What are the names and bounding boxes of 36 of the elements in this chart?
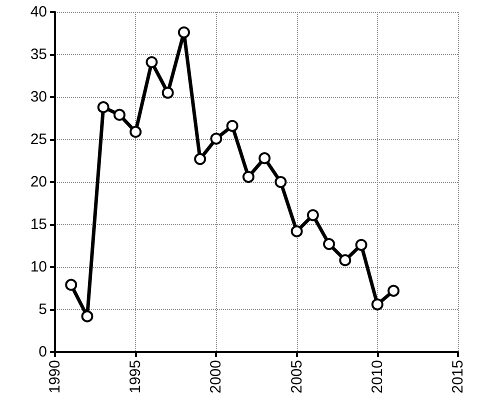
- point: [146, 56, 158, 68]
- point: [130, 126, 142, 138]
- point: [290, 225, 303, 238]
- x-tick-label: 2015: [450, 360, 466, 394]
- point: [274, 176, 287, 188]
- y-tick-label: 40: [30, 4, 47, 20]
- y-tick-label: 25: [30, 131, 47, 148]
- point: [97, 101, 110, 114]
- point: [242, 170, 254, 183]
- point: [355, 238, 368, 251]
- point: [226, 120, 238, 132]
- x-tick-label: 2000: [208, 360, 225, 394]
- x-tick-label: 1995: [127, 360, 144, 394]
- point: [339, 254, 352, 266]
- point: [258, 152, 271, 164]
- point: [178, 26, 190, 38]
- x-tick-label: 2005: [288, 360, 306, 394]
- y-tick-label: 0: [38, 344, 47, 360]
- point: [113, 108, 126, 121]
- point: [323, 238, 336, 250]
- point: [210, 132, 222, 145]
- point: [388, 284, 400, 297]
- y-tick-label: 15: [30, 216, 47, 233]
- point: [306, 209, 319, 222]
- y-tick-label: 20: [30, 174, 47, 190]
- point: [371, 298, 384, 310]
- point: [194, 153, 206, 166]
- y-tick-label: 10: [30, 258, 47, 276]
- x-tick-label: 1990: [46, 360, 64, 394]
- point: [65, 278, 78, 291]
- x-tick-label: 2010: [368, 360, 386, 394]
- y-tick-label: 35: [30, 46, 47, 63]
- y-tick-label: 30: [30, 88, 47, 106]
- y-tick-label: 5: [38, 301, 47, 318]
- point: [162, 86, 174, 99]
- point: [81, 310, 94, 322]
